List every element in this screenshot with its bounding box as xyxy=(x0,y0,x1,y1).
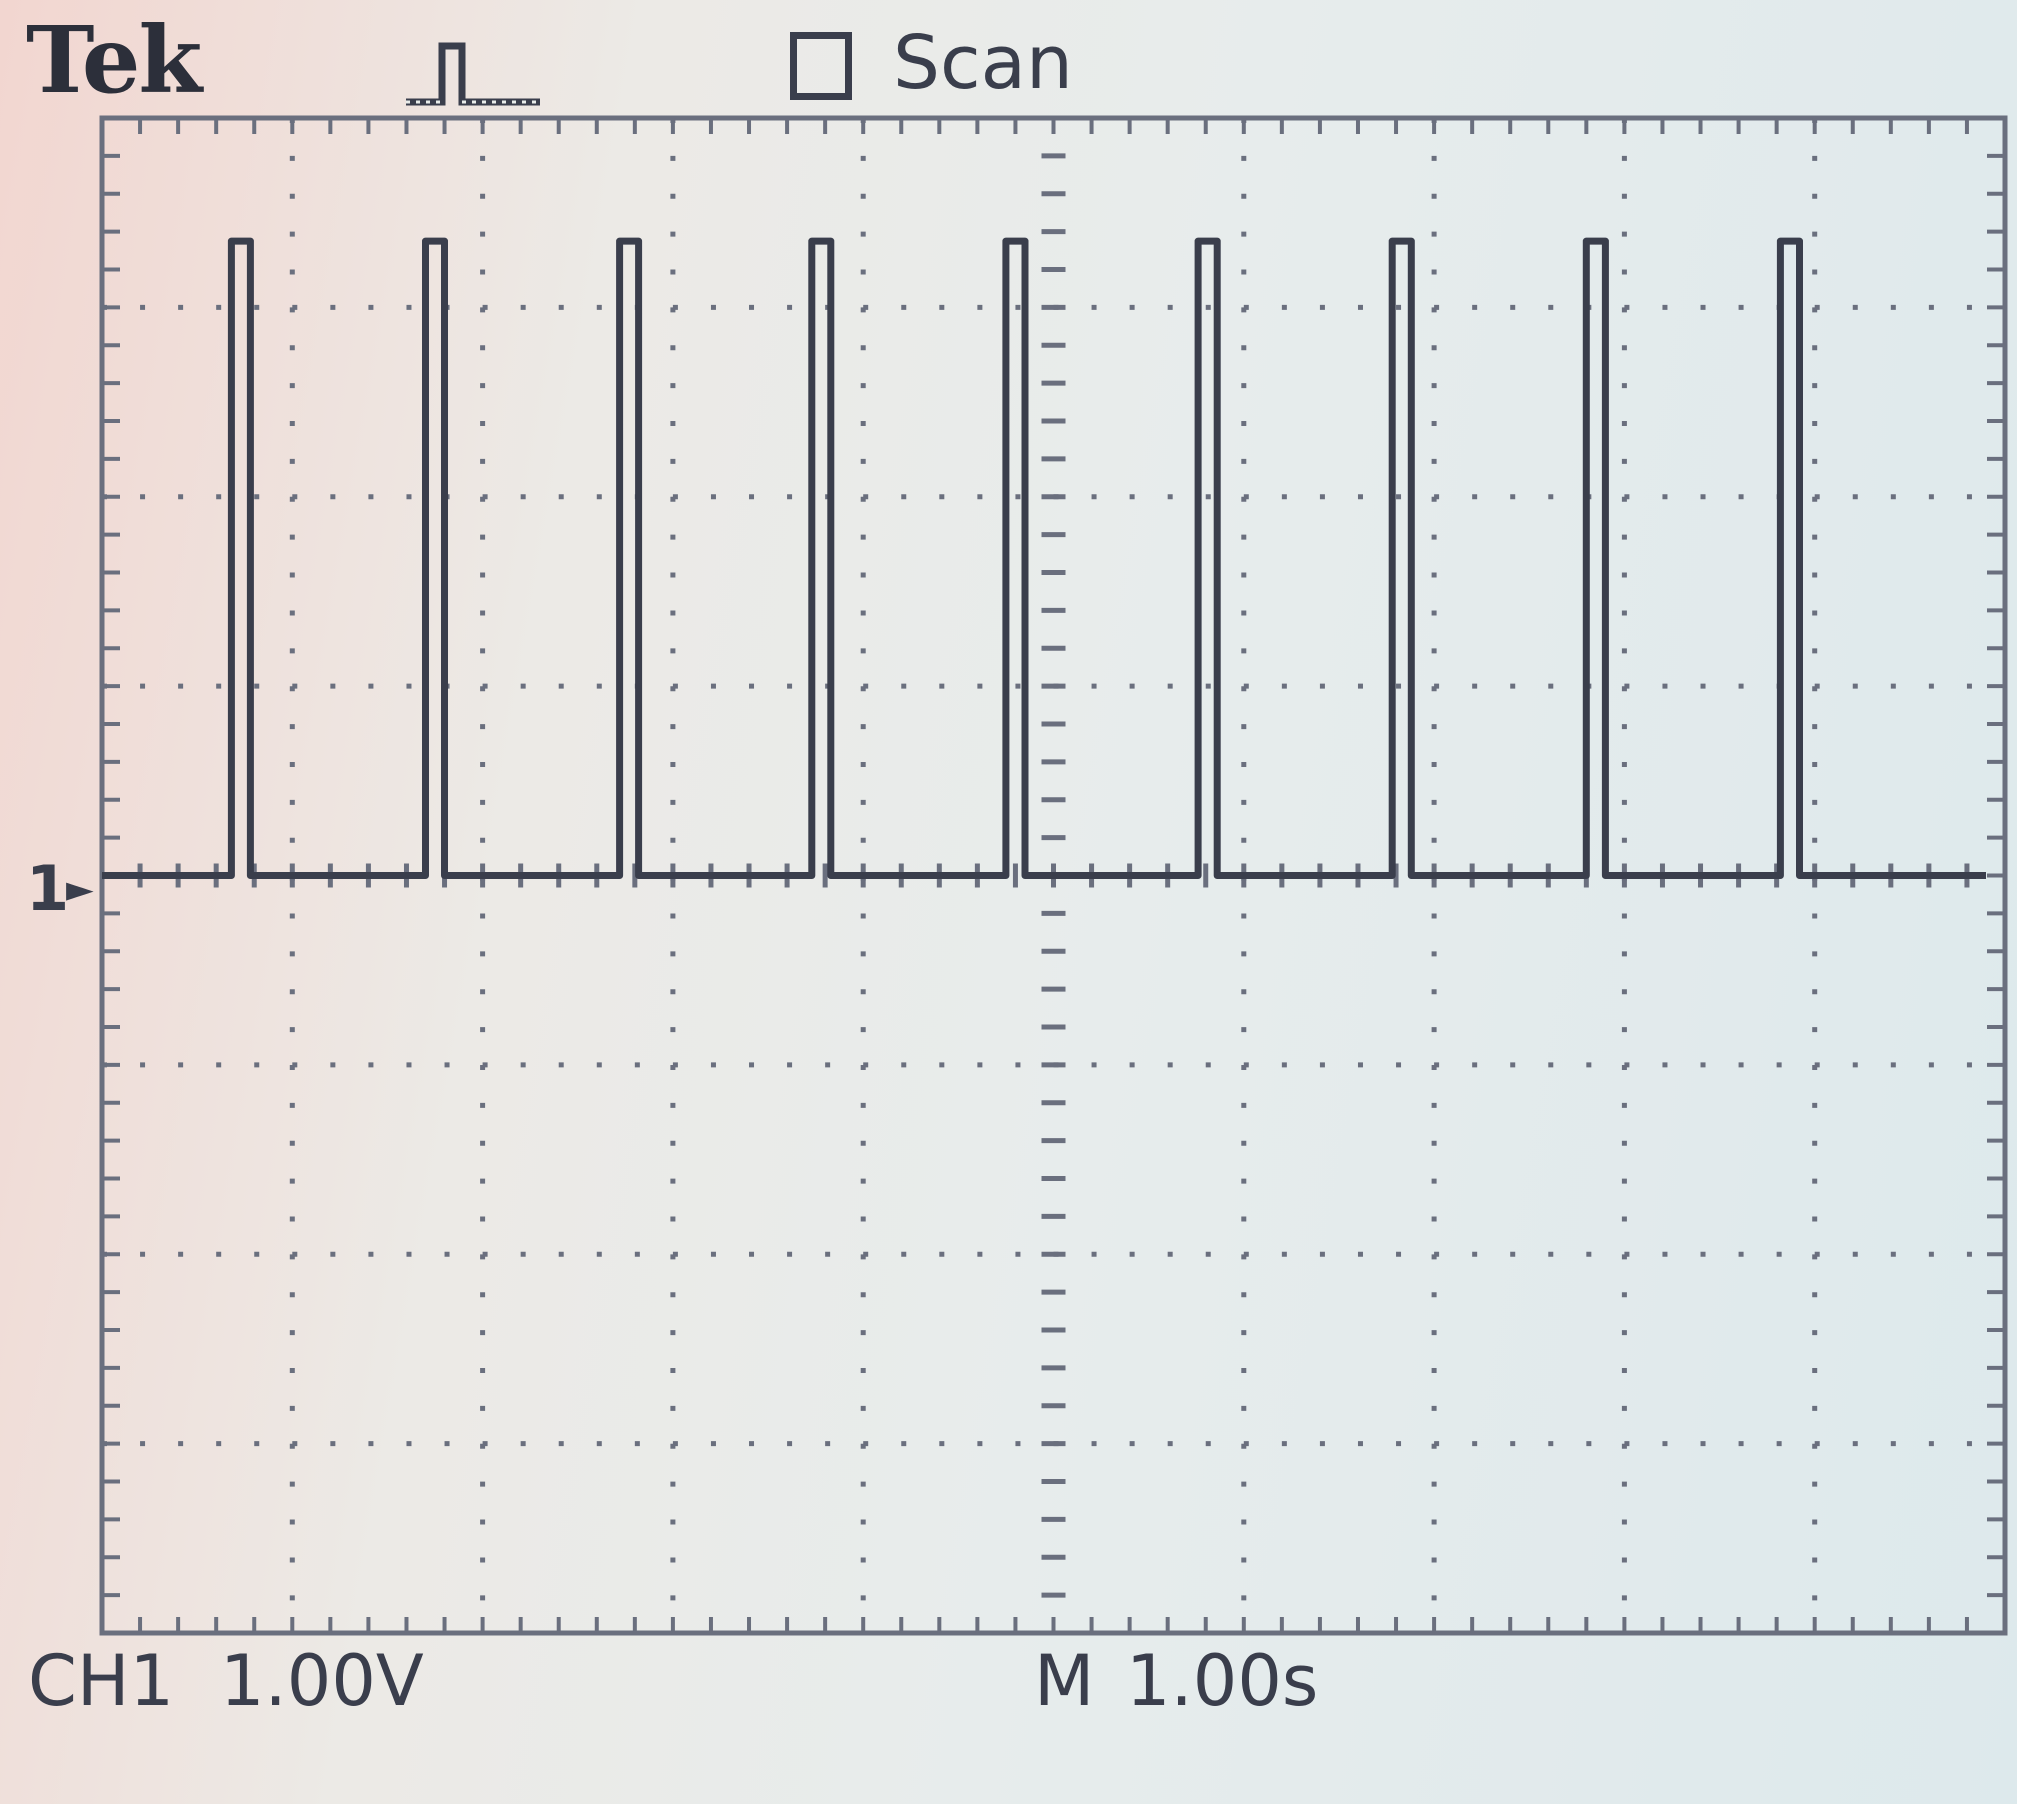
status-bar: Tek Scan xyxy=(0,0,2017,120)
timebase-label: M xyxy=(1034,1640,1095,1722)
acquisition-indicator-box xyxy=(790,32,852,100)
ch1-waveform xyxy=(102,237,1986,879)
channel-label: CH1 xyxy=(28,1640,175,1722)
ground-level-arrow-icon: ► xyxy=(66,869,94,910)
channel-1-marker: 1 xyxy=(26,852,70,925)
time-per-div-readout: 1.00s xyxy=(1126,1640,1319,1722)
volts-per-div-readout: 1.00V xyxy=(220,1640,424,1722)
acquisition-mode-label: Scan xyxy=(893,20,1073,106)
pulse-trigger-icon xyxy=(406,42,540,106)
waveform-trace-group xyxy=(102,237,1986,879)
brand-logo: Tek xyxy=(26,6,202,114)
